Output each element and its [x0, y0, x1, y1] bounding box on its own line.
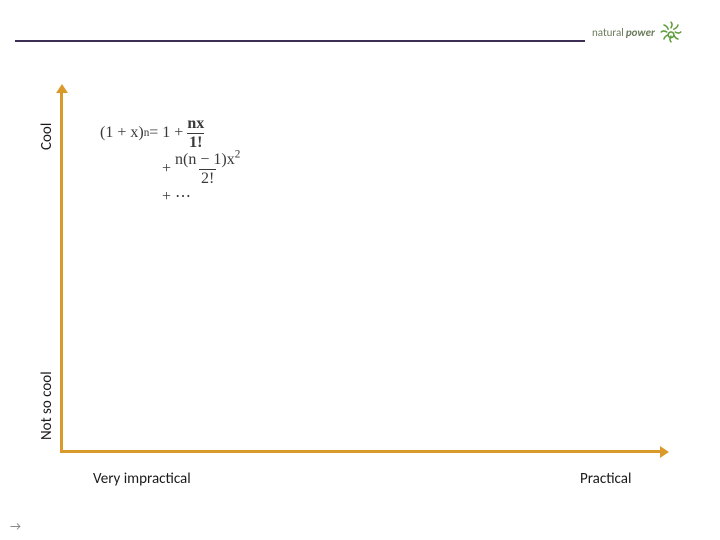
formula-l1-base: (1 + x) [100, 123, 144, 144]
formula-line-3: + ⋯ [100, 187, 244, 208]
x-axis-label-practical: Practical [580, 470, 631, 488]
y-axis [60, 90, 63, 453]
formula-l1-fraction: nx 1! [185, 115, 206, 151]
footer-arrow-icon: → [10, 520, 21, 534]
y-axis-arrow-icon [56, 84, 68, 93]
formula-l2-num: n(n − 1)x2 [173, 151, 242, 169]
brand-logo: natural power [592, 18, 685, 46]
y-axis-label-not-so-cool: Not so cool [38, 371, 56, 440]
formula-line-1: (1 + x)n = 1 + nx 1! [100, 115, 244, 151]
formula-l2-fraction: n(n − 1)x2 2! [173, 151, 242, 187]
x-axis [60, 450, 660, 453]
header-rule [15, 40, 585, 42]
formula-l2-plus: + [162, 159, 171, 180]
formula-line-2: + n(n − 1)x2 2! [100, 151, 244, 187]
logo-text-power: power [626, 26, 655, 39]
formula-l1-num: nx [185, 115, 206, 133]
x-axis-label-very-impractical: Very impractical [93, 470, 191, 488]
formula-l3-ellipsis: + ⋯ [162, 187, 191, 208]
formula-l1-den: 1! [187, 133, 204, 152]
formula-l2-den: 2! [199, 169, 216, 188]
binomial-formula: (1 + x)n = 1 + nx 1! + n(n − 1)x2 2! + ⋯ [100, 115, 244, 208]
y-axis-label-cool: Cool [38, 123, 56, 150]
formula-l1-eq: = 1 + [149, 123, 183, 144]
sun-spiral-icon [657, 18, 685, 46]
x-axis-arrow-icon [660, 446, 669, 458]
logo-text-natural: natural [592, 26, 624, 39]
